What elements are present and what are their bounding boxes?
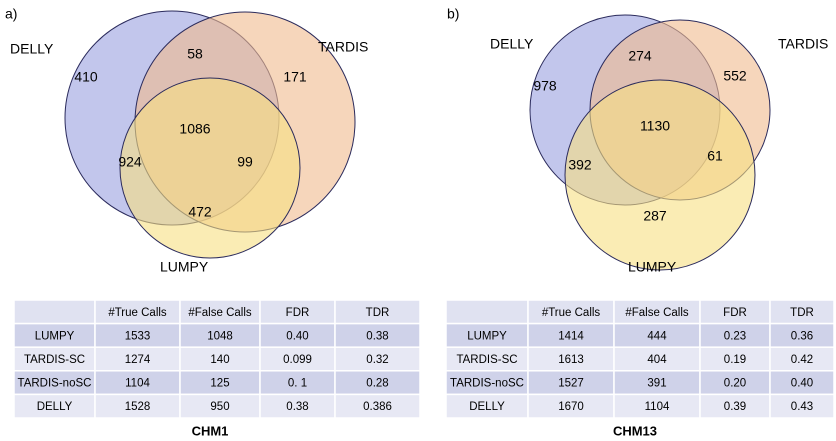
cell-text: 1527 [558,378,584,390]
cell-text: 0.386 [363,401,392,413]
cell-text: 0.42 [791,354,813,366]
cell-text: 1274 [125,354,151,366]
region-count: 978 [533,78,557,94]
region-count: 274 [628,48,652,64]
cell-text: 0.32 [366,354,388,366]
cell-text: TARDIS-SC [24,354,85,366]
panel-label: b) [447,6,459,22]
table-cell [13,299,96,325]
cell-text: 1048 [207,330,233,342]
cell-text: 1104 [645,401,670,413]
region-count: 472 [188,204,212,220]
header-text: #False Calls [188,307,252,319]
cell-text: LUMPY [35,330,75,342]
region-count: 1130 [640,118,670,134]
cell-text: 444 [647,330,667,342]
cell-text: 404 [647,354,667,366]
cell-text: 950 [210,401,229,413]
table-cell [769,393,835,419]
set-label: DELLY [490,36,534,52]
cell-text: 1613 [558,354,584,366]
region-count: 171 [283,69,307,85]
region-count: 99 [237,154,253,170]
table-cell [445,299,529,325]
region-count: 392 [568,157,592,173]
header-text: #True Calls [542,307,601,319]
header-text: TDR [790,307,814,319]
set-label: LUMPY [628,259,677,275]
cell-text: 0. 1 [288,378,307,390]
region-count: 410 [74,69,98,85]
cell-text: 0.23 [724,330,746,342]
cell-text: TARDIS-noSC [450,378,524,390]
cell-text: 391 [647,378,666,390]
set-label: DELLY [10,41,54,57]
cell-text: 0.38 [286,401,308,413]
cell-text: 1533 [125,330,151,342]
region-count: 1086 [179,121,210,137]
header-text: TDR [366,307,390,319]
table-caption: CHM1 [192,423,229,438]
panel: b) DELLY TARDIS LUMPY 978 274 552 1130 392 61 287 #… [445,6,835,438]
set-label: LUMPY [160,259,209,275]
header-text: FDR [286,307,310,319]
cell-text: TARDIS-noSC [18,378,92,390]
cell-text: DELLY [469,401,505,413]
cell-text: LUMPY [467,330,507,342]
header-text: #False Calls [625,307,689,319]
set-label: TARDIS [318,39,368,55]
venn-circle [564,79,756,271]
cell-text: 0.40 [286,330,308,342]
region-count: 287 [643,208,667,224]
cell-text: 125 [210,378,229,390]
cell-text: 0.40 [791,378,813,390]
venn-circle [119,77,301,259]
cell-text: 0.099 [283,354,312,366]
cell-text: 0.20 [724,378,746,390]
cell-text: 0.19 [724,354,746,366]
panel: a) DELLY TARDIS LUMPY 410 58 171 1086 924 99 472 #T… [5,6,421,438]
panel-label: a) [5,6,17,22]
cell-text: 1670 [558,401,584,413]
region-count: 924 [118,154,142,170]
cell-text: TARDIS-SC [456,354,517,366]
table-caption: CHM13 [613,423,657,438]
cell-text: 0.36 [791,330,813,342]
cell-text: 0.38 [366,330,388,342]
region-count: 61 [707,148,723,164]
header-text: FDR [723,307,747,319]
cell-text: 0.43 [791,401,813,413]
cell-text: 140 [210,354,229,366]
set-label: TARDIS [778,36,828,52]
region-count: 552 [723,68,747,84]
cell-text: 0.39 [724,401,746,413]
table-cell [334,393,421,419]
region-count: 58 [187,46,203,62]
header-text: #True Calls [108,307,167,319]
cell-text: 1104 [125,378,150,390]
cell-text: 0.28 [366,378,388,390]
cell-text: 1414 [558,330,584,342]
cell-text: DELLY [37,401,73,413]
cell-text: 1528 [125,401,151,413]
